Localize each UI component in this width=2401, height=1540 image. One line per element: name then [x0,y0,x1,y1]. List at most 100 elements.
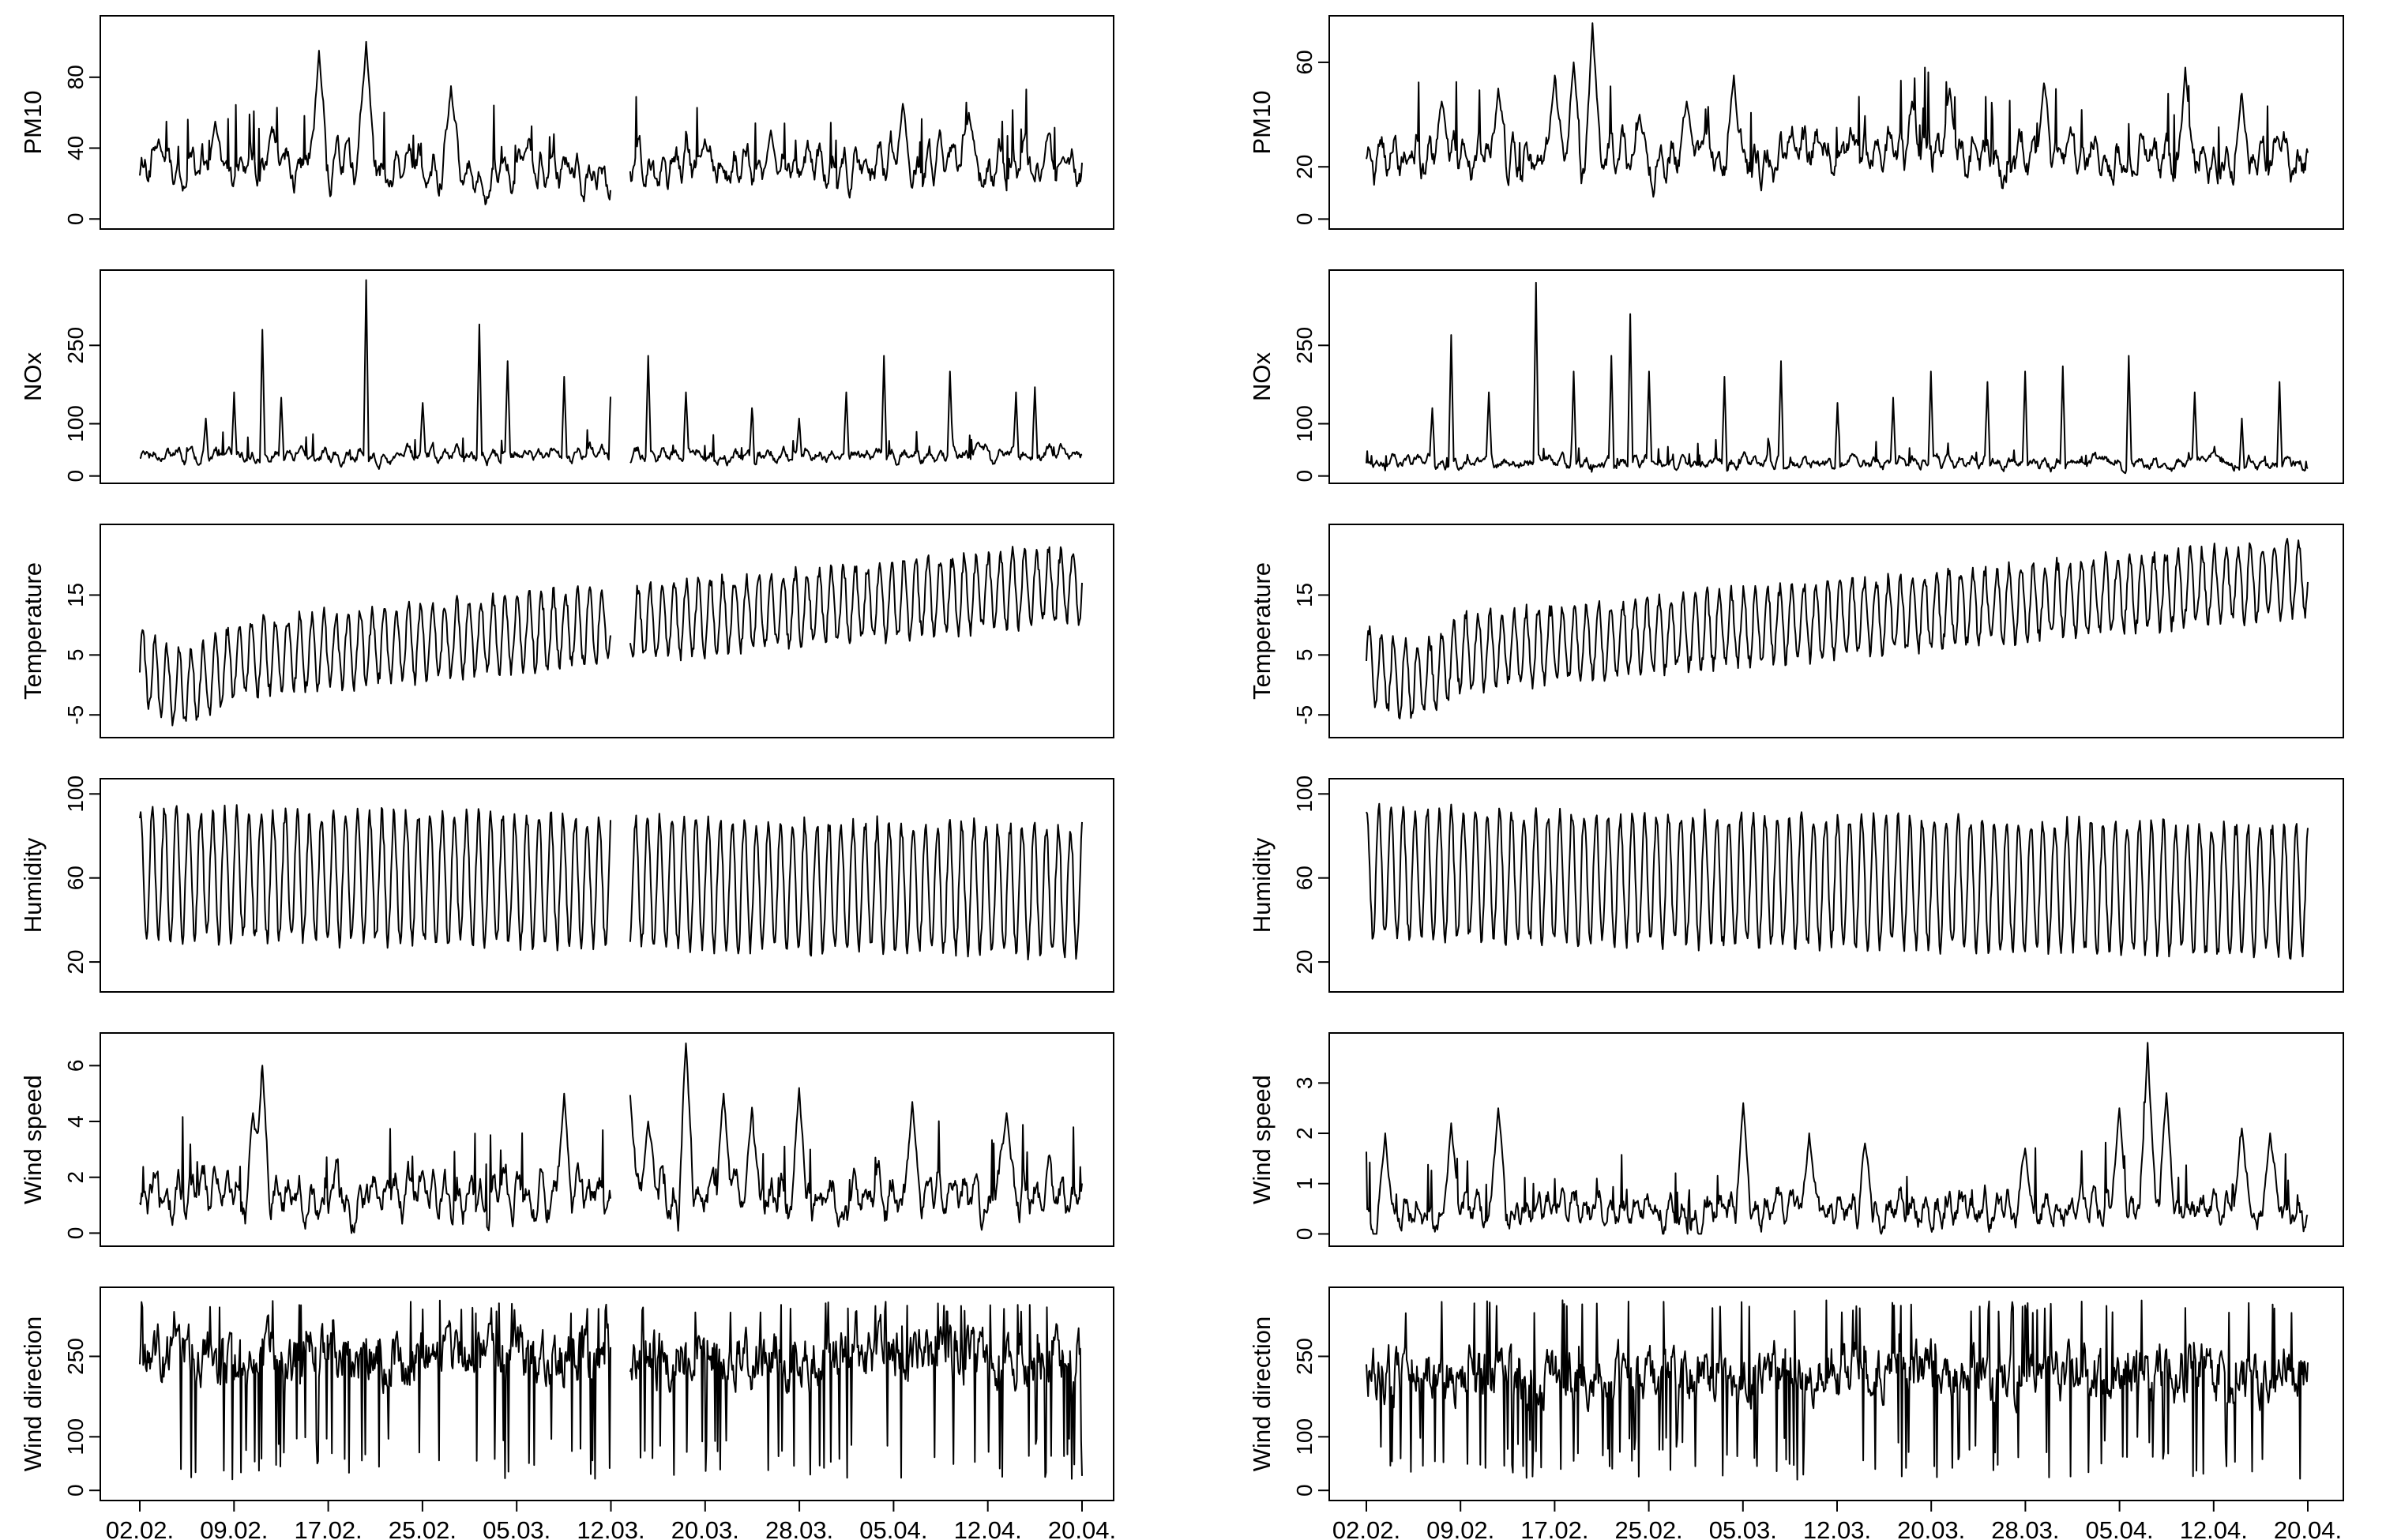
plot-frame [100,15,1114,230]
y-axis-label: PM10 [1248,91,1276,155]
x-tick-label: 17.02. [1520,1516,1588,1540]
y-tick-label: 20 [63,950,88,975]
x-tick-label: 09.02. [200,1516,268,1540]
y-tick-label: -5 [63,705,88,725]
y-tick-label: 0 [1292,1484,1317,1497]
y-tick-label: 100 [63,776,88,813]
x-tick-label: 09.02. [1426,1516,1494,1540]
y-axis-label: Wind speed [1248,1075,1276,1204]
y-tick-label: 40 [63,136,88,160]
y-tick-label: 2 [63,1171,88,1184]
y-tick-label: 5 [63,649,88,662]
x-tick-label: 25.02. [1614,1516,1682,1540]
left-temperature-panel: -5 5 15 Temperature [19,524,1114,738]
y-tick-label: 100 [63,1418,88,1455]
x-tick-label: 17.02. [294,1516,362,1540]
y-axis-label: Wind speed [19,1075,47,1204]
series-line-wind-speed [139,1042,1083,1234]
right-wind-direction-panel: 0 100 250 Wind direction [1248,1286,2344,1501]
left-wind-speed-panel: 0 2 4 6 Wind speed [19,1032,1114,1247]
y-tick-label: 0 [63,470,88,483]
y-tick-label: 2 [1292,1127,1317,1140]
plot-frame [1328,1032,2344,1247]
y-tick-label: 15 [1292,583,1317,607]
series-line-humidity [1366,802,2309,960]
y-tick-label: 0 [1292,213,1317,226]
y-tick-label: 60 [63,866,88,890]
y-axis-label: Wind direction [19,1317,47,1471]
x-tick-label: 02.02. [1332,1516,1400,1540]
y-axis-label: NOx [1248,352,1276,402]
x-tick-label: 02.02. [106,1516,174,1540]
y-tick-label: 20 [1292,155,1317,179]
plot-frame [100,269,1114,484]
right-temperature-panel: -5 5 15 Temperature [1248,524,2344,738]
x-tick-label: 05.03. [1709,1516,1777,1540]
x-tick-label: 20.04. [1048,1516,1116,1540]
y-axis-label: Humidity [1248,837,1276,933]
y-tick-label: 4 [63,1115,88,1128]
y-tick-label: 250 [1292,1338,1317,1375]
x-tick-label: 25.02. [389,1516,457,1540]
x-tick-label: 05.04. [2085,1516,2153,1540]
right-nox-panel: 0 100 250 NOx [1248,269,2344,484]
x-tick-label: 20.03. [671,1516,739,1540]
y-tick-label: 3 [1292,1077,1317,1090]
y-tick-label: 250 [1292,327,1317,364]
y-axis-label: PM10 [19,91,47,155]
right-wind-speed-panel: 0 1 2 3 Wind speed [1248,1032,2344,1247]
plot-frame [100,1032,1114,1247]
x-tick-label: 05.04. [859,1516,927,1540]
x-tick-label: 20.03. [1897,1516,1965,1540]
y-tick-label: 100 [1292,405,1317,442]
right-humidity-panel: 20 60 100 Humidity [1248,776,2344,993]
series-line-humidity [139,804,1083,961]
y-axis-label: NOx [19,352,47,402]
series-line-pm10 [1366,22,2309,198]
left-nox-panel: 0 100 250 NOx [19,269,1114,484]
series-line-nox [1366,281,2309,475]
series-line-wind-direction [1366,1299,2309,1481]
y-axis-label: Temperature [19,562,47,700]
y-tick-label: 1 [1292,1178,1317,1190]
plot-frame [100,524,1114,738]
y-tick-label: 60 [1292,866,1317,890]
y-axis-label: Humidity [19,837,47,933]
plot-frame [1328,269,2344,484]
y-tick-label: 20 [1292,950,1317,975]
plot-frame [100,778,1114,993]
y-tick-label: 0 [1292,1228,1317,1241]
series-line-temperature [1366,538,2309,719]
left-wind-direction-panel: 0 100 250 Wind direction [19,1286,1114,1501]
y-tick-label: 100 [1292,776,1317,813]
y-tick-label: 60 [1292,50,1317,74]
y-tick-label: 80 [63,65,88,89]
left-pm10-panel: 0 40 80 PM10 [19,15,1114,230]
y-tick-label: 15 [63,583,88,607]
y-tick-label: -5 [1292,705,1317,725]
series-line-wind-direction [139,1299,1083,1481]
x-tick-label: 20.04. [2274,1516,2342,1540]
plot-frame [1328,524,2344,738]
y-axis-label: Wind direction [1248,1317,1276,1471]
y-axis-label: Temperature [1248,562,1276,700]
x-tick-label: 12.04. [954,1516,1022,1540]
plot-frame [1328,15,2344,230]
y-tick-label: 0 [1292,470,1317,483]
y-tick-label: 250 [63,1338,88,1375]
x-tick-label: 28.03. [1991,1516,2059,1540]
y-tick-label: 6 [63,1060,88,1072]
x-tick-label: 05.03. [483,1516,550,1540]
y-tick-label: 5 [1292,649,1317,662]
right-pm10-panel: 0 20 60 PM10 [1248,15,2344,230]
y-tick-label: 100 [1292,1418,1317,1455]
y-tick-label: 250 [63,327,88,364]
x-tick-label: 28.03. [765,1516,833,1540]
series-line-wind-speed [1366,1042,2309,1235]
series-line-temperature [139,546,1083,727]
y-tick-label: 0 [63,1484,88,1497]
series-line-pm10 [139,40,1083,205]
left-humidity-panel: 20 60 100 Humidity [19,776,1114,993]
x-tick-label: 12.03. [577,1516,644,1540]
